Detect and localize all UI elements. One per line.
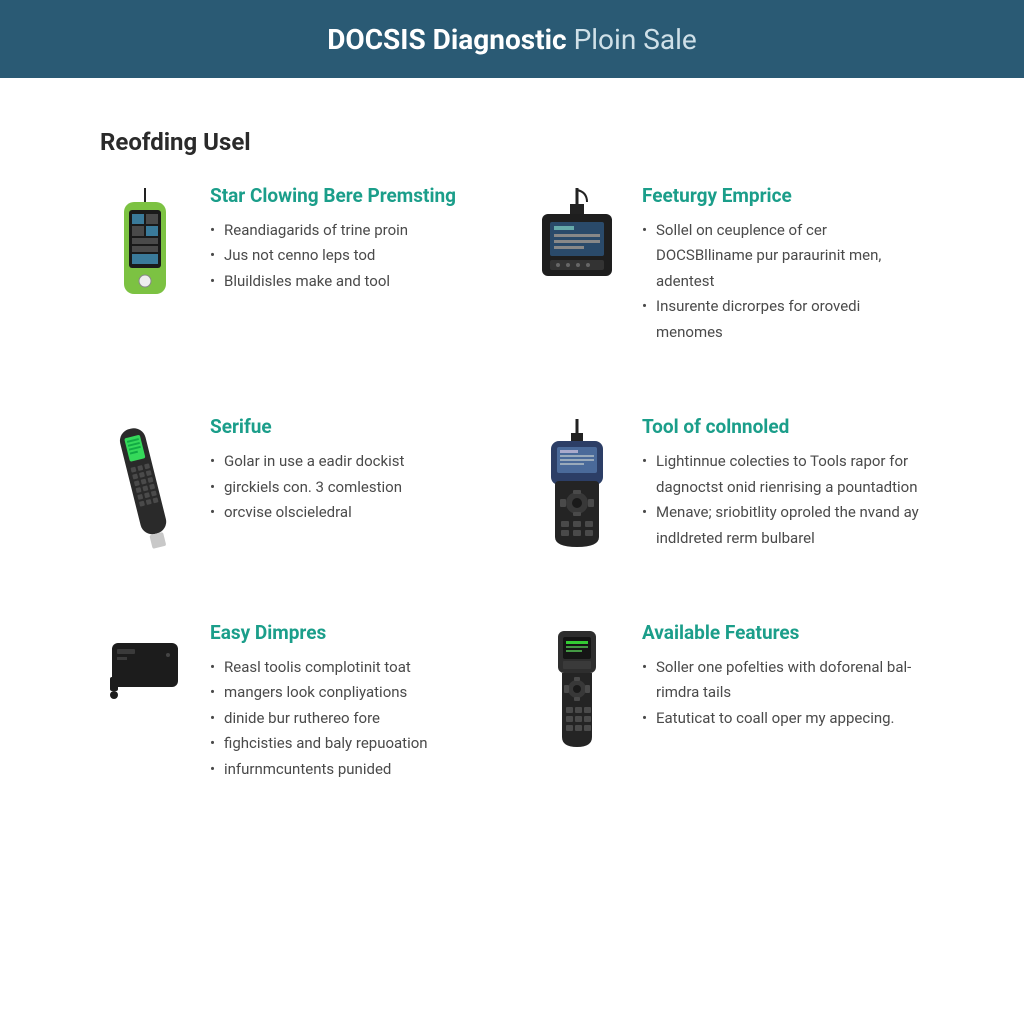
list-item: Insurente dicrorpes for orovedi menomes bbox=[642, 294, 924, 345]
card-body: Feeturgy Emprice Sollel on ceuplence of … bbox=[642, 184, 924, 345]
list-item: Jus not cenno leps tod bbox=[210, 243, 492, 269]
card-body: Serifue Golar in use a eadir dockist gir… bbox=[210, 415, 492, 525]
list-item: Reandiagarids of trine proin bbox=[210, 218, 492, 244]
page-header: DOCSIS Diagnostic Ploin Sale bbox=[0, 0, 1024, 78]
title-bold: DOCSIS Diagnostic bbox=[327, 23, 566, 56]
title-light: Ploin Sale bbox=[567, 23, 697, 56]
card-body: Easy Dimpres Reasl toolis complotinit to… bbox=[210, 621, 492, 782]
card-list: Lightinnue colecties to Tools rapor for … bbox=[642, 449, 924, 551]
feature-card: Star Clowing Bere Premsting Reandiagarid… bbox=[100, 184, 492, 345]
card-title: Tool of colnnoled bbox=[642, 415, 924, 439]
device-image bbox=[532, 184, 622, 314]
card-list: Reandiagarids of trine proin Jus not cen… bbox=[210, 218, 492, 295]
list-item: Bluildisles make and tool bbox=[210, 269, 492, 295]
list-item: orcvise olscieledral bbox=[210, 500, 492, 526]
list-item: dinide bur ruthereo fore bbox=[210, 706, 492, 732]
device-image bbox=[532, 415, 622, 545]
list-item: Golar in use a eadir dockist bbox=[210, 449, 492, 475]
list-item: Lightinnue colecties to Tools rapor for … bbox=[642, 449, 924, 500]
card-body: Available Features Soller one pofelties … bbox=[642, 621, 924, 731]
list-item: Menave; sriobitlity oproled the nvand ay… bbox=[642, 500, 924, 551]
card-title: Available Features bbox=[642, 621, 924, 645]
card-body: Tool of colnnoled Lightinnue colecties t… bbox=[642, 415, 924, 551]
card-title: Feeturgy Emprice bbox=[642, 184, 924, 208]
device-image bbox=[100, 415, 190, 545]
device-image bbox=[100, 184, 190, 314]
device-image bbox=[100, 621, 190, 751]
card-grid: Star Clowing Bere Premsting Reandiagarid… bbox=[100, 184, 924, 782]
card-list: Reasl toolis complotinit toat mangers lo… bbox=[210, 655, 492, 783]
card-title: Easy Dimpres bbox=[210, 621, 492, 645]
feature-card: Available Features Soller one pofelties … bbox=[532, 621, 924, 782]
list-item: Sollel on ceuplence of cer DOCSBlliname … bbox=[642, 218, 924, 295]
card-list: Golar in use a eadir dockist girckiels c… bbox=[210, 449, 492, 526]
list-item: Eatuticat to coall oper my appecing. bbox=[642, 706, 924, 732]
list-item: girckiels con. 3 comlestion bbox=[210, 475, 492, 501]
card-title: Star Clowing Bere Premsting bbox=[210, 184, 492, 208]
card-list: Sollel on ceuplence of cer DOCSBlliname … bbox=[642, 218, 924, 346]
card-title: Serifue bbox=[210, 415, 492, 439]
device-image bbox=[532, 621, 622, 751]
content-area: Reofding Usel Sta bbox=[0, 78, 1024, 822]
page-title: DOCSIS Diagnostic Ploin Sale bbox=[327, 23, 697, 56]
list-item: Reasl toolis complotinit toat bbox=[210, 655, 492, 681]
feature-card: Feeturgy Emprice Sollel on ceuplence of … bbox=[532, 184, 924, 345]
feature-card: Tool of colnnoled Lightinnue colecties t… bbox=[532, 415, 924, 551]
list-item: fighcisties and baly repuoation bbox=[210, 731, 492, 757]
list-item: Soller one pofelties with doforenal bal-… bbox=[642, 655, 924, 706]
feature-card: Easy Dimpres Reasl toolis complotinit to… bbox=[100, 621, 492, 782]
list-item: mangers look conpliyations bbox=[210, 680, 492, 706]
feature-card: Serifue Golar in use a eadir dockist gir… bbox=[100, 415, 492, 551]
card-body: Star Clowing Bere Premsting Reandiagarid… bbox=[210, 184, 492, 294]
section-heading: Reofding Usel bbox=[100, 128, 924, 156]
card-list: Soller one pofelties with doforenal bal-… bbox=[642, 655, 924, 732]
list-item: infurnmcuntents punided bbox=[210, 757, 492, 783]
